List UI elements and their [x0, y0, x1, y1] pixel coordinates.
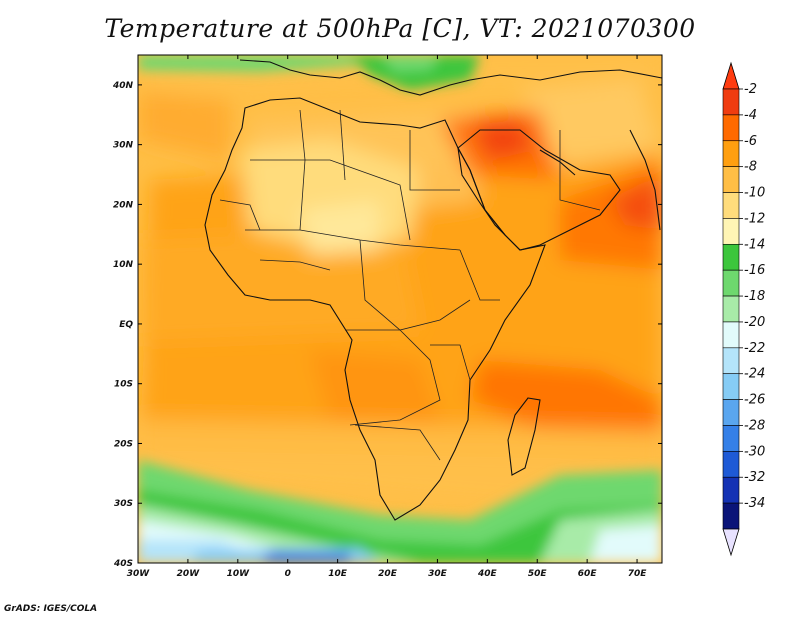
colorbar-label: -10: [744, 186, 765, 201]
lon-tick-label: 70E: [628, 569, 648, 579]
colorbar-swatch: [722, 476, 740, 504]
colorbar-label: -34: [744, 496, 765, 511]
lon-tick-label: 60E: [578, 569, 598, 579]
colorbar-label: -32: [744, 470, 765, 485]
colorbar-label: -28: [744, 418, 765, 433]
credit-label: GrADS: IGES/COLA: [4, 604, 98, 614]
colorbar-swatch: [722, 295, 740, 323]
plot-frame: [137, 54, 663, 564]
colorbar: -2 -4 -6 -8 -10 -12 -14 -16 -18 -20 -22 -24 -26 -28 -3…: [722, 61, 765, 557]
lon-tick-label: 30W: [127, 569, 151, 579]
colorbar-swatch: [722, 373, 740, 400]
colorbar-swatch: [722, 399, 740, 426]
map-title: Temperature at 500hPa [C], VT: 202107030…: [104, 14, 696, 43]
axis-ticks: 30W 20W 10W 0 10E 20E 30E 40E 50E 60E 70E 40N 30N 20N…: [112, 55, 662, 579]
country-borders: [219, 109, 601, 461]
africa-coast: [204, 97, 546, 521]
colorbar-label: -26: [744, 393, 765, 408]
colorbar-top-arrow: [722, 61, 740, 90]
arabia-coast: [457, 129, 621, 251]
lat-tick-label: 40N: [112, 81, 134, 91]
lon-tick-label: 50E: [528, 569, 548, 579]
lon-tick-label: 0: [285, 569, 291, 579]
colorbar-swatch: [722, 166, 740, 193]
colorbar-swatch: [722, 192, 740, 219]
lon-tick-label: 40E: [477, 569, 498, 579]
lon-tick-label: 20W: [177, 569, 201, 579]
colorbar-label: -22: [744, 341, 765, 356]
colorbar-swatch: [722, 321, 740, 349]
colorbar-label: -24: [744, 367, 765, 382]
lon-tick-label: 10W: [227, 569, 251, 579]
lon-tick-label: 30E: [428, 569, 448, 579]
colorbar-swatch: [722, 269, 740, 297]
colorbar-label: -2: [744, 82, 757, 97]
colorbar-swatch: [722, 114, 740, 142]
madagascar-coast: [507, 397, 541, 476]
colorbar-swatch: [722, 88, 740, 116]
colorbar-label: -8: [744, 160, 757, 175]
lat-tick-label: 40S: [113, 559, 133, 569]
colorbar-label: -18: [744, 289, 765, 304]
colorbar-swatch: [722, 243, 740, 271]
lon-tick-label: 10E: [328, 569, 348, 579]
colorbar-swatch: [722, 347, 740, 375]
colorbar-label: -12: [744, 211, 765, 226]
colorbar-label: -30: [744, 444, 765, 459]
lat-tick-label: 20S: [114, 439, 133, 449]
colorbar-label: -14: [744, 237, 765, 252]
colorbar-swatch: [722, 425, 740, 452]
colorbar-bottom-arrow: [722, 528, 740, 557]
colorbar-label: -4: [744, 108, 757, 123]
lat-tick-label: 30N: [113, 141, 134, 151]
colorbar-swatch: [722, 218, 740, 245]
colorbar-label: -20: [744, 315, 765, 330]
colorbar-label: -16: [744, 263, 765, 278]
lat-tick-label: 30S: [114, 499, 133, 509]
india-coast: [629, 129, 661, 231]
colorbar-swatch: [722, 140, 740, 167]
lat-tick-label: 10N: [113, 260, 134, 270]
lat-tick-label: EQ: [119, 320, 133, 330]
colorbar-label: -6: [744, 134, 757, 149]
colorbar-swatch: [722, 451, 740, 478]
red-sea: [457, 147, 506, 236]
lat-tick-label: 10S: [114, 380, 133, 390]
colorbar-swatch: [722, 502, 740, 530]
lat-tick-label: 20N: [113, 200, 134, 210]
lon-tick-label: 20E: [378, 569, 398, 579]
europe-coast: [239, 59, 662, 96]
temperature-field: [138, 55, 662, 563]
